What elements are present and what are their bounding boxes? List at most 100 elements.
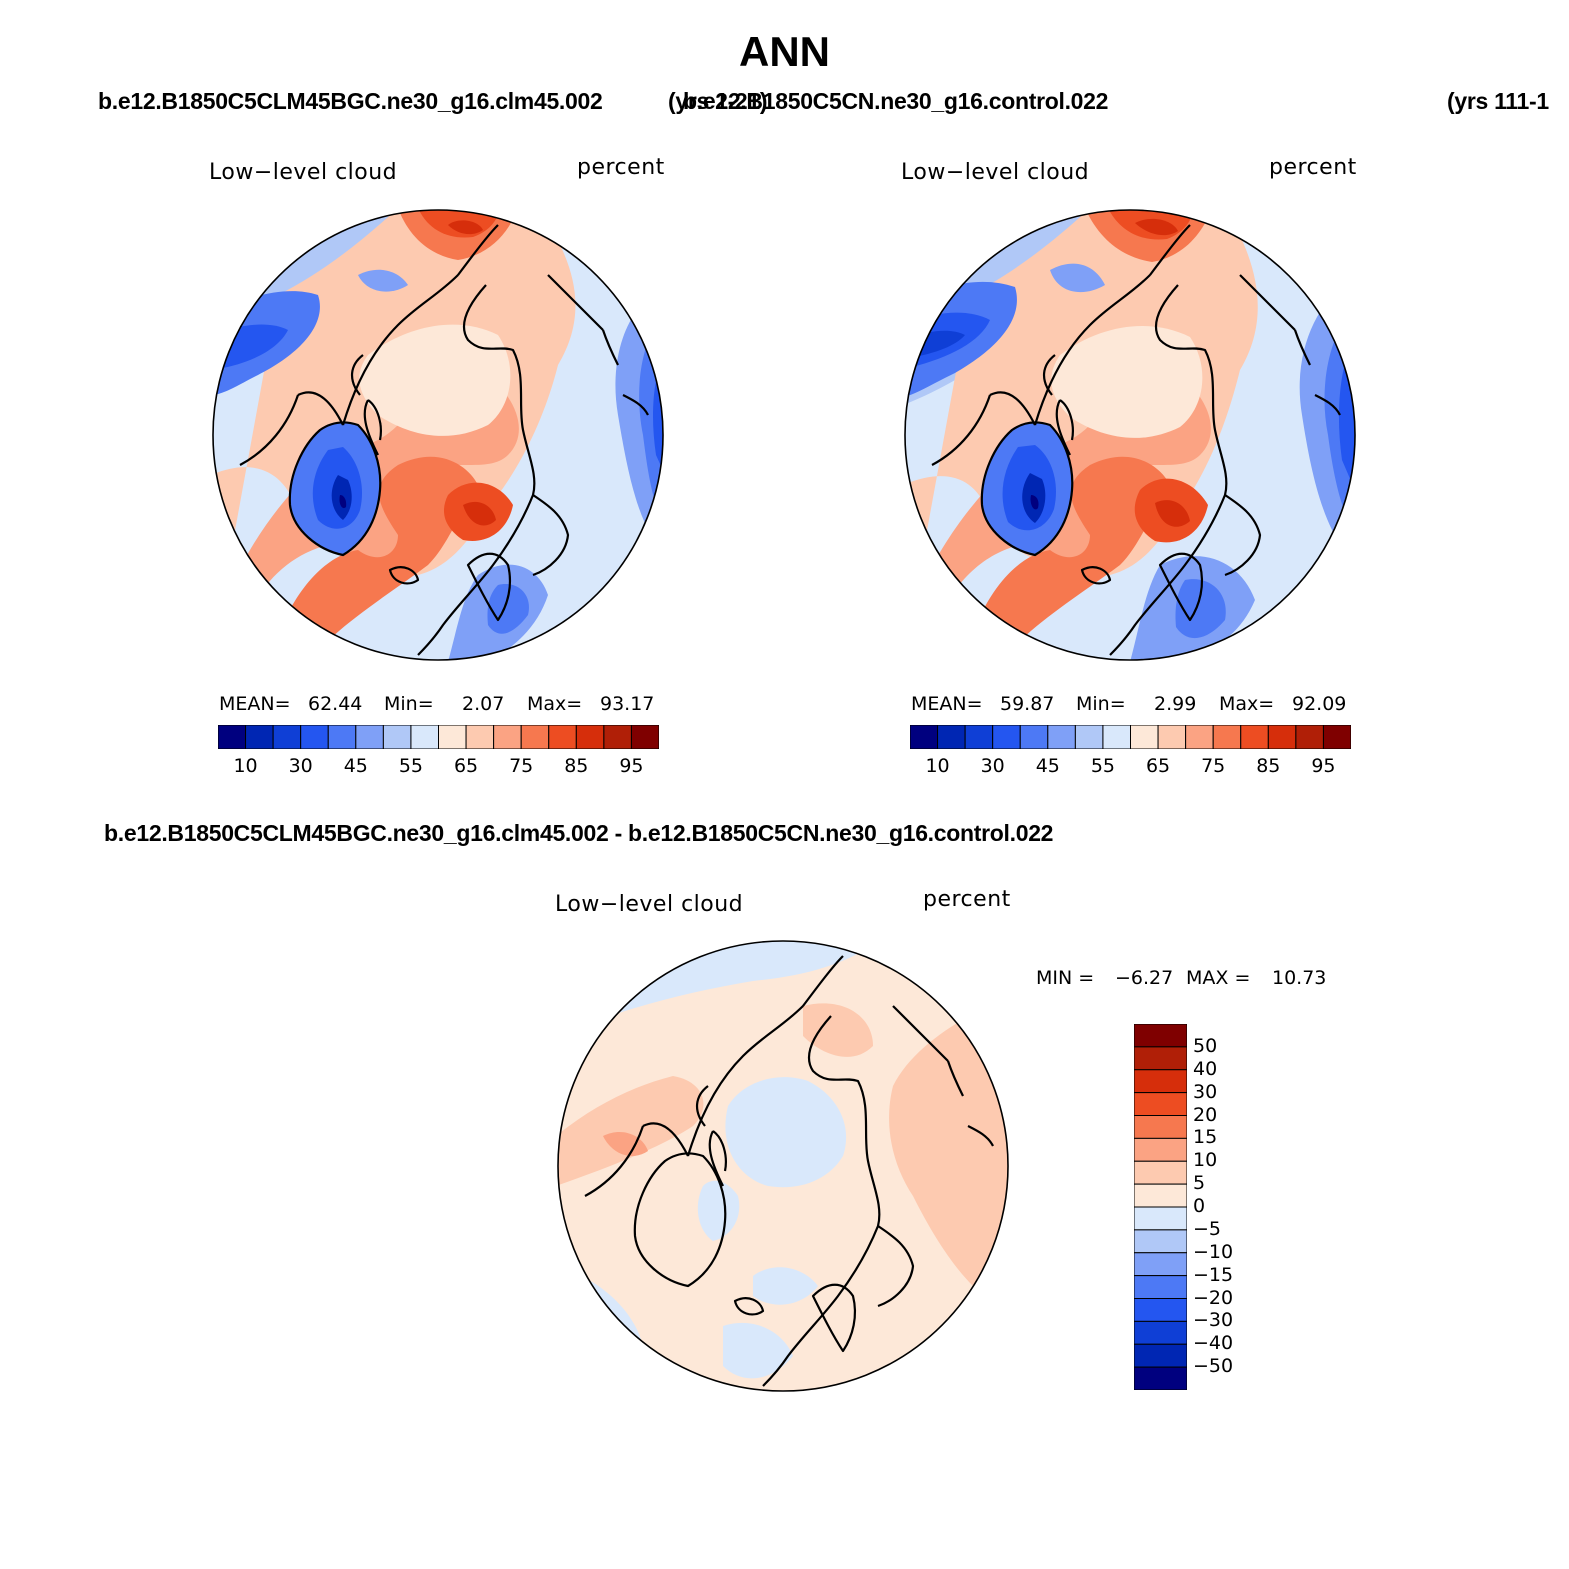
colorbar-box [245,725,274,749]
colorbar-tick-label: 20 [1193,1103,1218,1126]
colorbar-tick-label: 30 [1193,1080,1218,1103]
colorbar-box [1134,1366,1187,1390]
colorbar-box [548,725,577,749]
colorbar-tick-label: 0 [1193,1195,1206,1217]
test-variable-label: Low−level cloud [209,160,398,185]
difference-variable-label: Low−level cloud [555,892,744,917]
colorbar-tick-label: 5 [1193,1172,1206,1195]
difference-title: b.e12.B1850C5CLM45BGC.ne30_g16.clm45.002… [104,820,1054,846]
colorbar-box [1134,1115,1187,1139]
colorbar-box [1157,725,1187,749]
control-colorbar [910,725,1351,749]
test-min-value: 2.07 [462,693,505,715]
difference-colorbar [1134,1024,1187,1390]
colorbar-box [1134,1046,1187,1071]
colorbar-box [1134,1252,1187,1277]
case-right-years: (yrs 111-1 [1447,88,1549,114]
difference-units-label: percent [923,887,1011,912]
colorbar-tick-label: 75 [1201,755,1226,777]
colorbar-box [1322,725,1351,749]
difference-max-label: MAX = [1186,967,1251,989]
control-min-label: Min= [1076,693,1126,715]
colorbar-tick-label: 45 [1035,755,1060,777]
colorbar-box [630,725,659,749]
test-units-label: percent [577,155,665,180]
case-left-years: (yrs 2-21) [668,88,768,114]
colorbar-box [1134,1320,1187,1345]
colorbar-tick-label: 40 [1193,1057,1218,1080]
test-mean-value: 62.44 [308,693,363,715]
difference-polar-map [557,940,1009,1392]
colorbar-box [1134,1092,1187,1116]
colorbar-tick-label: −10 [1193,1240,1234,1263]
colorbar-box [1102,725,1131,749]
colorbar-box [575,725,605,749]
figure-title: ANN [739,28,830,75]
colorbar-tick-label: 10 [233,755,258,777]
colorbar-tick-label: 55 [1090,755,1116,777]
colorbar-tick-label: 95 [1311,755,1336,777]
test-min-label: Min= [384,693,434,715]
colorbar-tick-label: 65 [1145,755,1171,777]
colorbar-box [964,725,994,749]
colorbar-box [465,725,495,749]
test-max-label: Max= [527,693,583,715]
case-left-label: b.e12.B1850C5CLM45BGC.ne30_g16.clm45.002 [98,88,603,114]
colorbar-box [1185,725,1214,749]
colorbar-box [1134,1298,1187,1322]
colorbar-tick-label: 75 [509,755,534,777]
colorbar-box [992,725,1021,749]
control-units-label: percent [1269,155,1357,180]
control-polar-map [904,209,1356,661]
colorbar-tick-label: 10 [1193,1149,1218,1172]
colorbar-box [1134,1343,1187,1368]
colorbar-box [1134,1206,1187,1231]
colorbar-box [1212,725,1242,749]
control-max-label: Max= [1219,693,1275,715]
colorbar-box [382,725,412,749]
colorbar-box [1074,725,1104,749]
colorbar-tick-label: 65 [453,755,479,777]
colorbar-tick-label: −50 [1193,1355,1234,1378]
colorbar-box [218,725,247,749]
case-right-label: b.e12.B1850C5CN.ne30_g16.control.022 [683,88,1109,114]
colorbar-tick-label: 85 [564,755,589,777]
colorbar-box [438,725,467,749]
colorbar-box [1267,725,1297,749]
colorbar-tick-label: 85 [1256,755,1281,777]
colorbar-box [1134,1024,1187,1048]
colorbar-box [1134,1069,1187,1094]
colorbar-tick-label: 55 [398,755,424,777]
colorbar-tick-label: 45 [343,755,368,777]
colorbar-box [1019,725,1049,749]
colorbar-tick-label: −20 [1193,1286,1234,1309]
control-max-value: 92.09 [1292,693,1347,715]
control-variable-label: Low−level cloud [901,160,1090,185]
difference-max-value: 10.73 [1272,967,1327,989]
colorbar-box [937,725,966,749]
colorbar-box [520,725,550,749]
control-mean-label: MEAN= [911,693,983,715]
colorbar-box [1047,725,1076,749]
colorbar-tick-label: 15 [1193,1126,1218,1149]
test-max-value: 93.17 [600,693,655,715]
colorbar-box [355,725,384,749]
colorbar-box [272,725,302,749]
colorbar-box [1240,725,1269,749]
control-mean-value: 59.87 [1000,693,1055,715]
colorbar-box [1134,1137,1187,1162]
colorbar-tick-label: 10 [925,755,950,777]
colorbar-box [300,725,329,749]
difference-min-label: MIN = [1036,967,1095,989]
colorbar-box [1295,725,1324,749]
control-min-value: 2.99 [1154,693,1197,715]
colorbar-tick-label: −15 [1193,1263,1234,1286]
colorbar-tick-label: −30 [1193,1309,1234,1332]
colorbar-tick-label: 30 [980,755,1005,777]
test-mean-label: MEAN= [219,693,291,715]
colorbar-box [1130,725,1159,749]
colorbar-box [327,725,357,749]
colorbar-tick-label: 30 [288,755,313,777]
test-polar-map [212,209,664,661]
colorbar-box [910,725,939,749]
